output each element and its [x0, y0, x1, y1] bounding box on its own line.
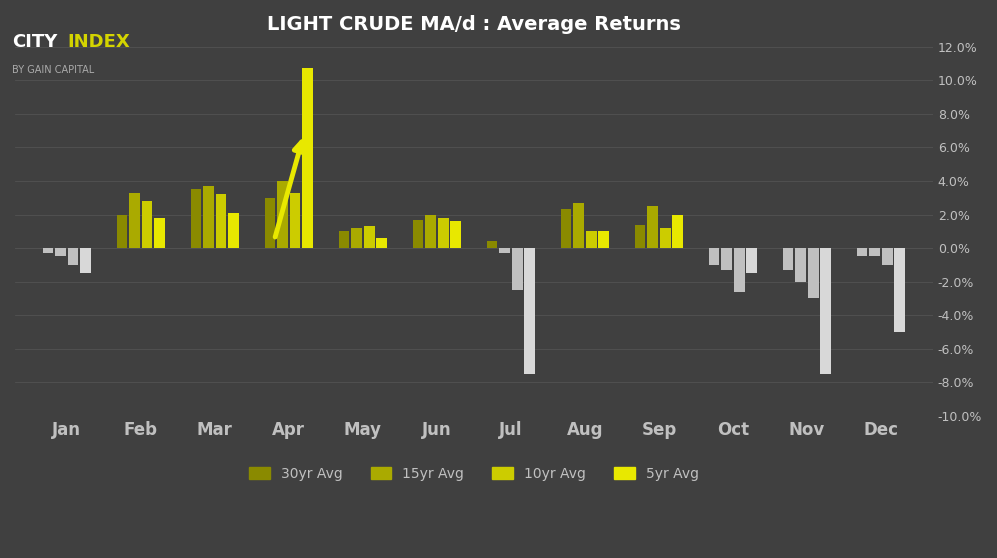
Bar	[560, 209, 571, 248]
Bar	[808, 248, 819, 299]
Bar	[364, 226, 375, 248]
Bar	[869, 248, 880, 257]
Bar	[783, 248, 794, 270]
Bar	[721, 248, 732, 270]
Bar	[796, 248, 806, 282]
Bar	[856, 248, 867, 257]
Legend: 30yr Avg, 15yr Avg, 10yr Avg, 5yr Avg: 30yr Avg, 15yr Avg, 10yr Avg, 5yr Avg	[249, 467, 699, 481]
Bar	[426, 214, 436, 248]
Bar	[882, 248, 892, 265]
Bar	[573, 203, 584, 248]
Bar	[524, 248, 535, 374]
Bar	[487, 242, 498, 248]
Bar	[413, 219, 424, 248]
Text: CITY: CITY	[12, 33, 58, 51]
Bar	[215, 194, 226, 248]
Bar	[228, 213, 239, 248]
Bar	[451, 221, 461, 248]
Bar	[511, 248, 522, 290]
Bar	[747, 248, 757, 273]
Bar	[377, 238, 387, 248]
Bar	[647, 206, 658, 248]
Bar	[351, 228, 362, 248]
Bar	[499, 248, 509, 253]
Bar	[117, 214, 128, 248]
Bar	[339, 232, 349, 248]
Bar	[438, 218, 449, 248]
Bar	[635, 224, 645, 248]
Text: BY GAIN CAPITAL: BY GAIN CAPITAL	[12, 65, 94, 75]
Bar	[55, 248, 66, 257]
Bar	[130, 193, 140, 248]
Bar	[586, 232, 596, 248]
Bar	[155, 218, 166, 248]
Bar	[894, 248, 905, 332]
Bar	[68, 248, 79, 265]
Bar	[203, 186, 214, 248]
Bar	[264, 198, 275, 248]
Bar	[277, 181, 288, 248]
Bar	[190, 189, 201, 248]
Bar	[672, 214, 683, 248]
Bar	[81, 248, 91, 273]
Bar	[734, 248, 745, 292]
Bar	[660, 228, 671, 248]
Bar	[709, 248, 720, 265]
Text: INDEX: INDEX	[68, 33, 131, 51]
Bar	[142, 201, 153, 248]
Bar	[302, 69, 313, 248]
Title: LIGHT CRUDE MA/d : Average Returns: LIGHT CRUDE MA/d : Average Returns	[267, 15, 681, 34]
Bar	[43, 248, 53, 253]
Bar	[821, 248, 831, 374]
Bar	[290, 193, 300, 248]
Bar	[598, 232, 609, 248]
